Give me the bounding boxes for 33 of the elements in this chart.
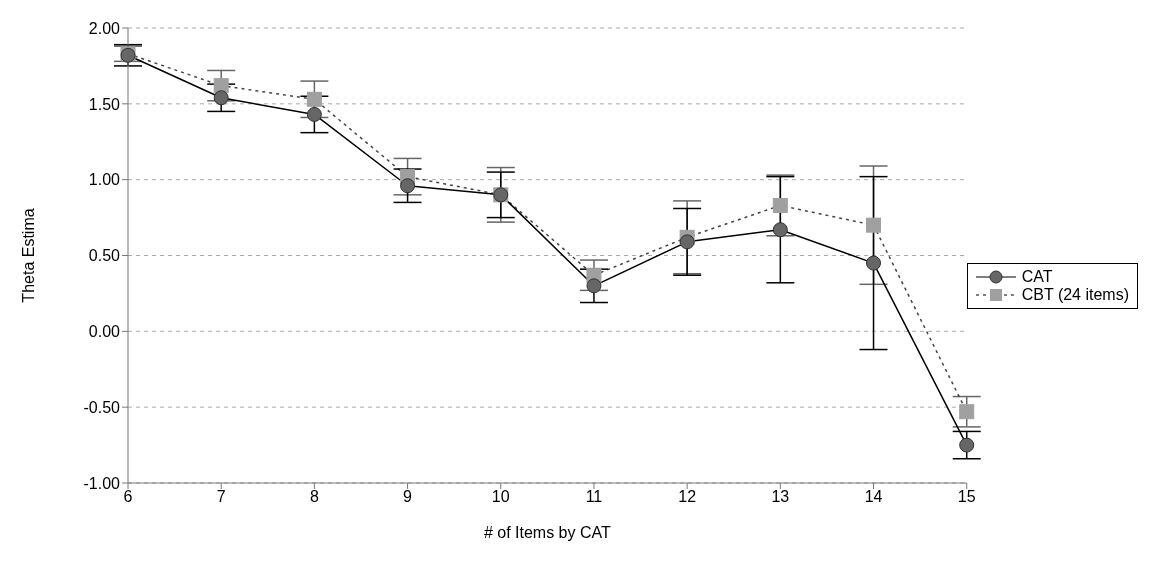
point <box>959 437 975 453</box>
point <box>866 255 882 271</box>
point <box>400 178 416 194</box>
x-tick-label: 14 <box>864 488 883 506</box>
point <box>306 91 322 107</box>
y-tick-label: 0.50 <box>88 247 121 265</box>
legend-label: CBT (24 items) <box>1021 285 1129 304</box>
x-tick-label: 7 <box>216 488 226 506</box>
x-axis-title: # of Items by CAT <box>483 524 612 541</box>
point <box>586 278 602 294</box>
x-tick-label: 9 <box>403 488 413 506</box>
x-tick-label: 6 <box>123 488 133 506</box>
x-tick-label: 8 <box>309 488 319 506</box>
y-tick-label: -1.00 <box>83 474 121 492</box>
point <box>679 234 695 250</box>
y-tick-label: -0.50 <box>83 398 121 416</box>
x-tick-label: 10 <box>491 488 510 506</box>
point <box>772 197 788 213</box>
point <box>213 90 229 106</box>
y-tick-label: 2.00 <box>88 19 121 37</box>
point <box>866 217 882 233</box>
point <box>959 404 975 420</box>
x-tick-label: 13 <box>771 488 790 506</box>
x-tick-label: 12 <box>678 488 697 506</box>
y-tick-label: 1.50 <box>88 95 121 113</box>
point <box>772 222 788 238</box>
x-tick-label: 15 <box>957 488 976 506</box>
y-axis-title: Theta Estima <box>19 208 37 303</box>
y-tick-label: 0.00 <box>88 323 121 341</box>
legend-label: CAT <box>1021 267 1053 286</box>
x-tick-label: 11 <box>585 488 603 506</box>
point <box>306 106 322 122</box>
y-tick-label: 1.00 <box>88 171 121 189</box>
